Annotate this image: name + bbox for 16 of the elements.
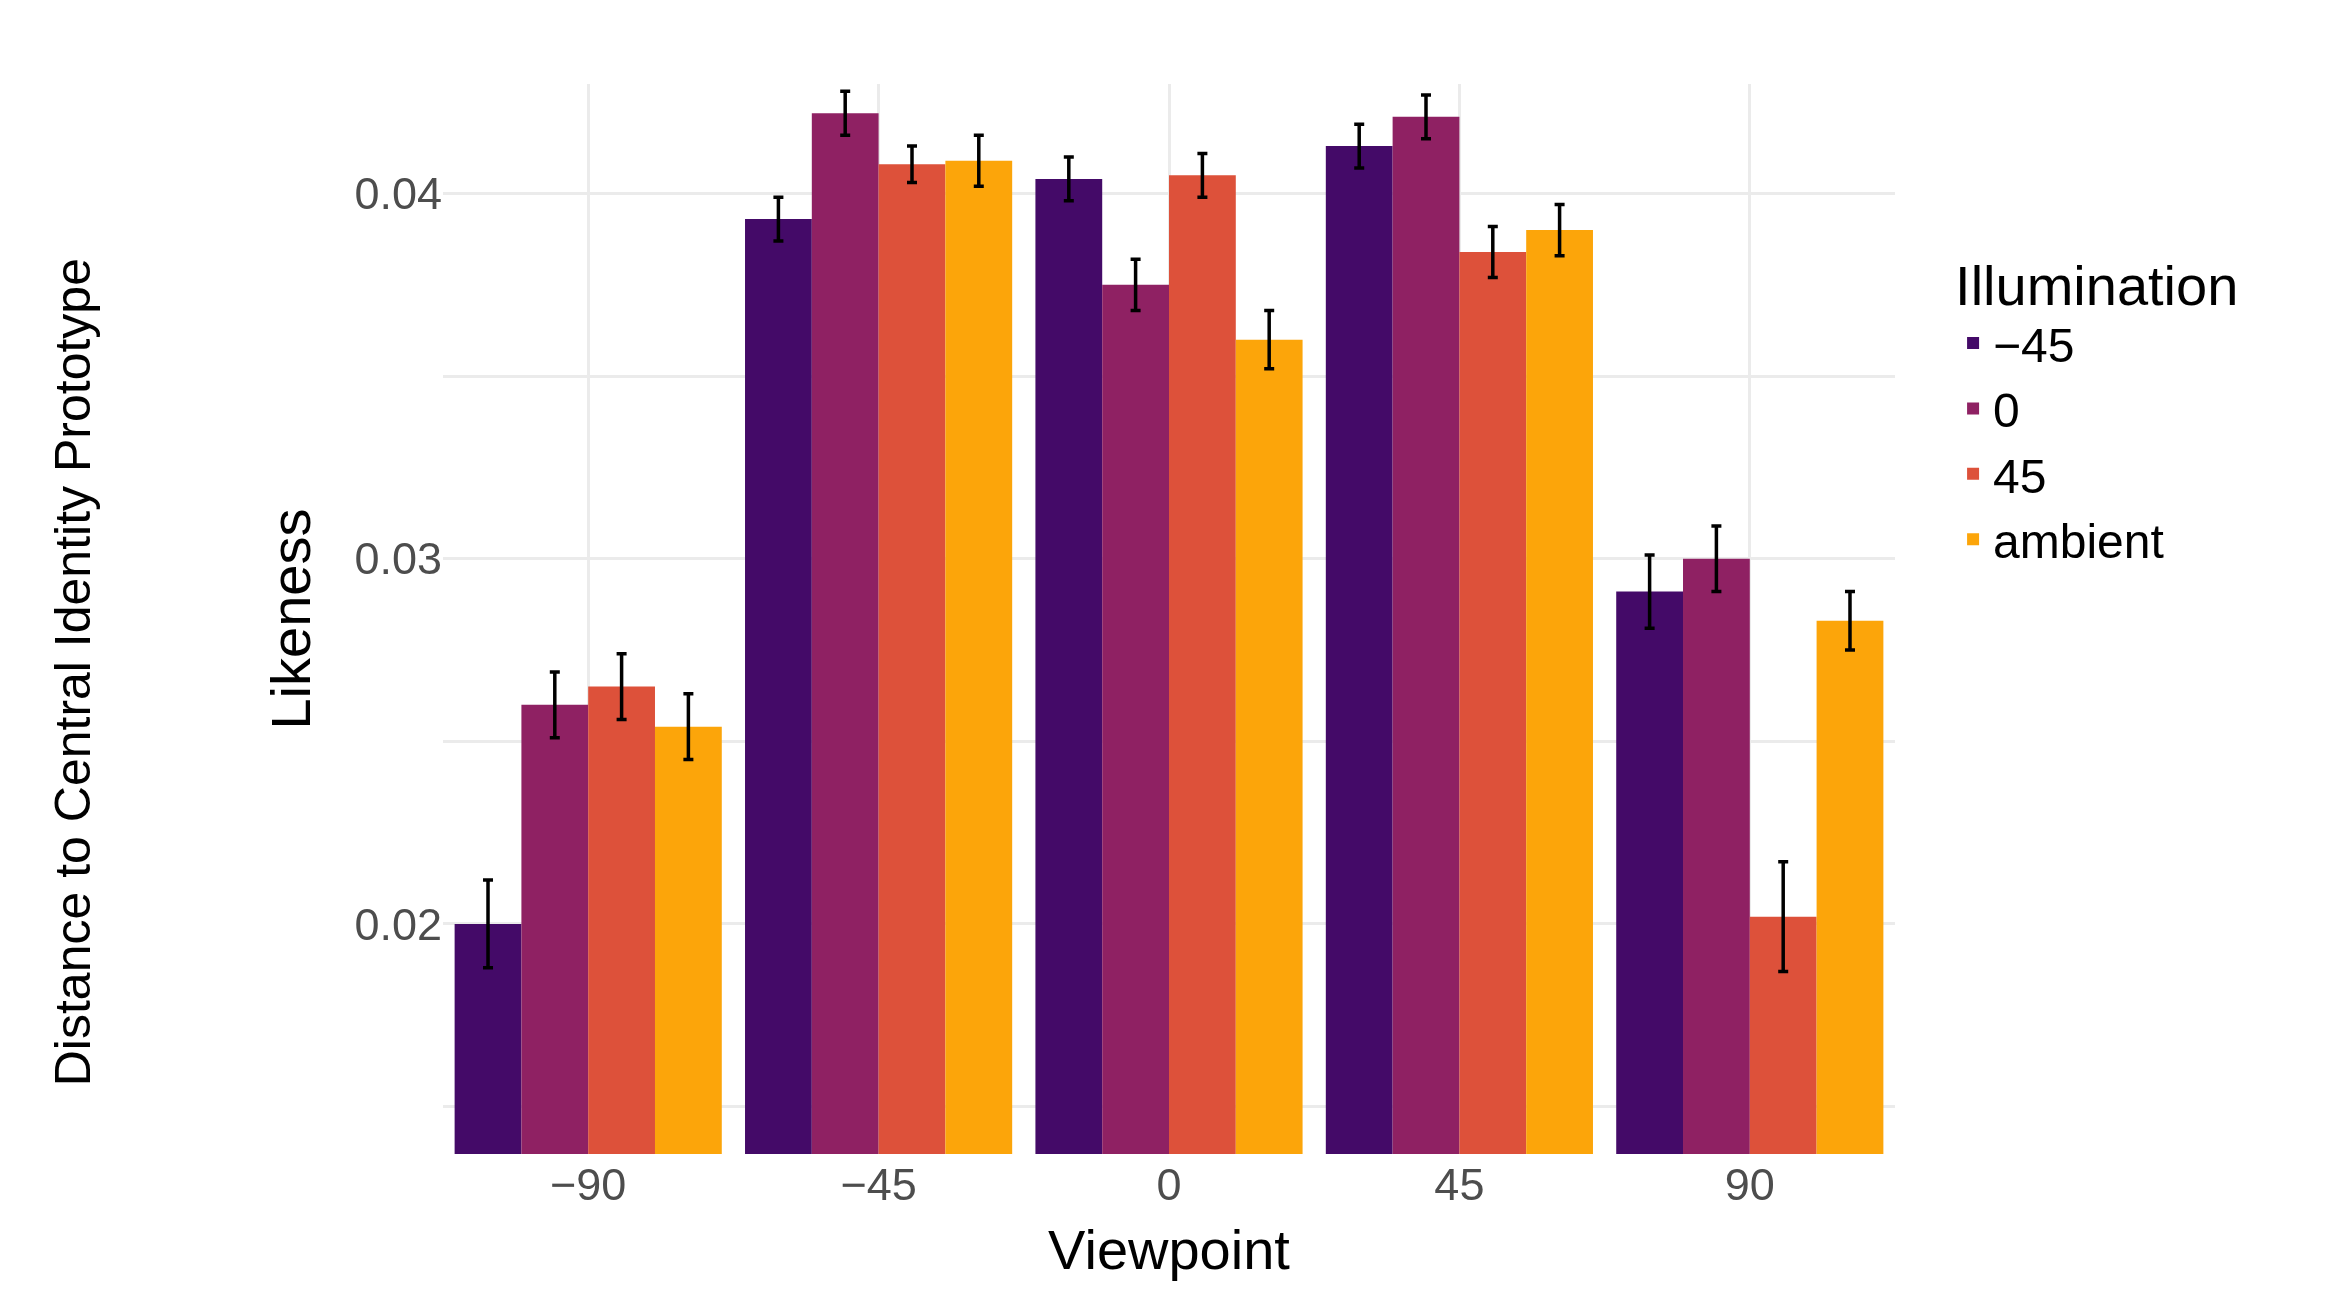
x-tick-label: 0 (1156, 1159, 1182, 1210)
x-tick-label: 90 (1724, 1159, 1775, 1210)
x-tick-label: −90 (550, 1159, 627, 1210)
legend-label: ambient (1993, 514, 2164, 568)
x-tick-label: 45 (1434, 1159, 1485, 1210)
y-axis-title: Likeness (259, 508, 323, 730)
y-tick-label: 0.03 (354, 533, 442, 585)
legend-title: Illumination (1955, 254, 2239, 318)
text: Distance to Central Identity Prototype (45, 258, 102, 1087)
legend-label: 0 (1993, 384, 2020, 438)
y-tick-label: 0.04 (354, 168, 442, 220)
legend-label: 45 (1993, 449, 2047, 503)
x-tick-label: −45 (840, 1159, 917, 1210)
y-tick-label: 0.02 (354, 898, 442, 950)
x-axis-title: Viewpoint (1048, 1217, 1291, 1281)
legend-label: −45 (1993, 318, 2075, 372)
